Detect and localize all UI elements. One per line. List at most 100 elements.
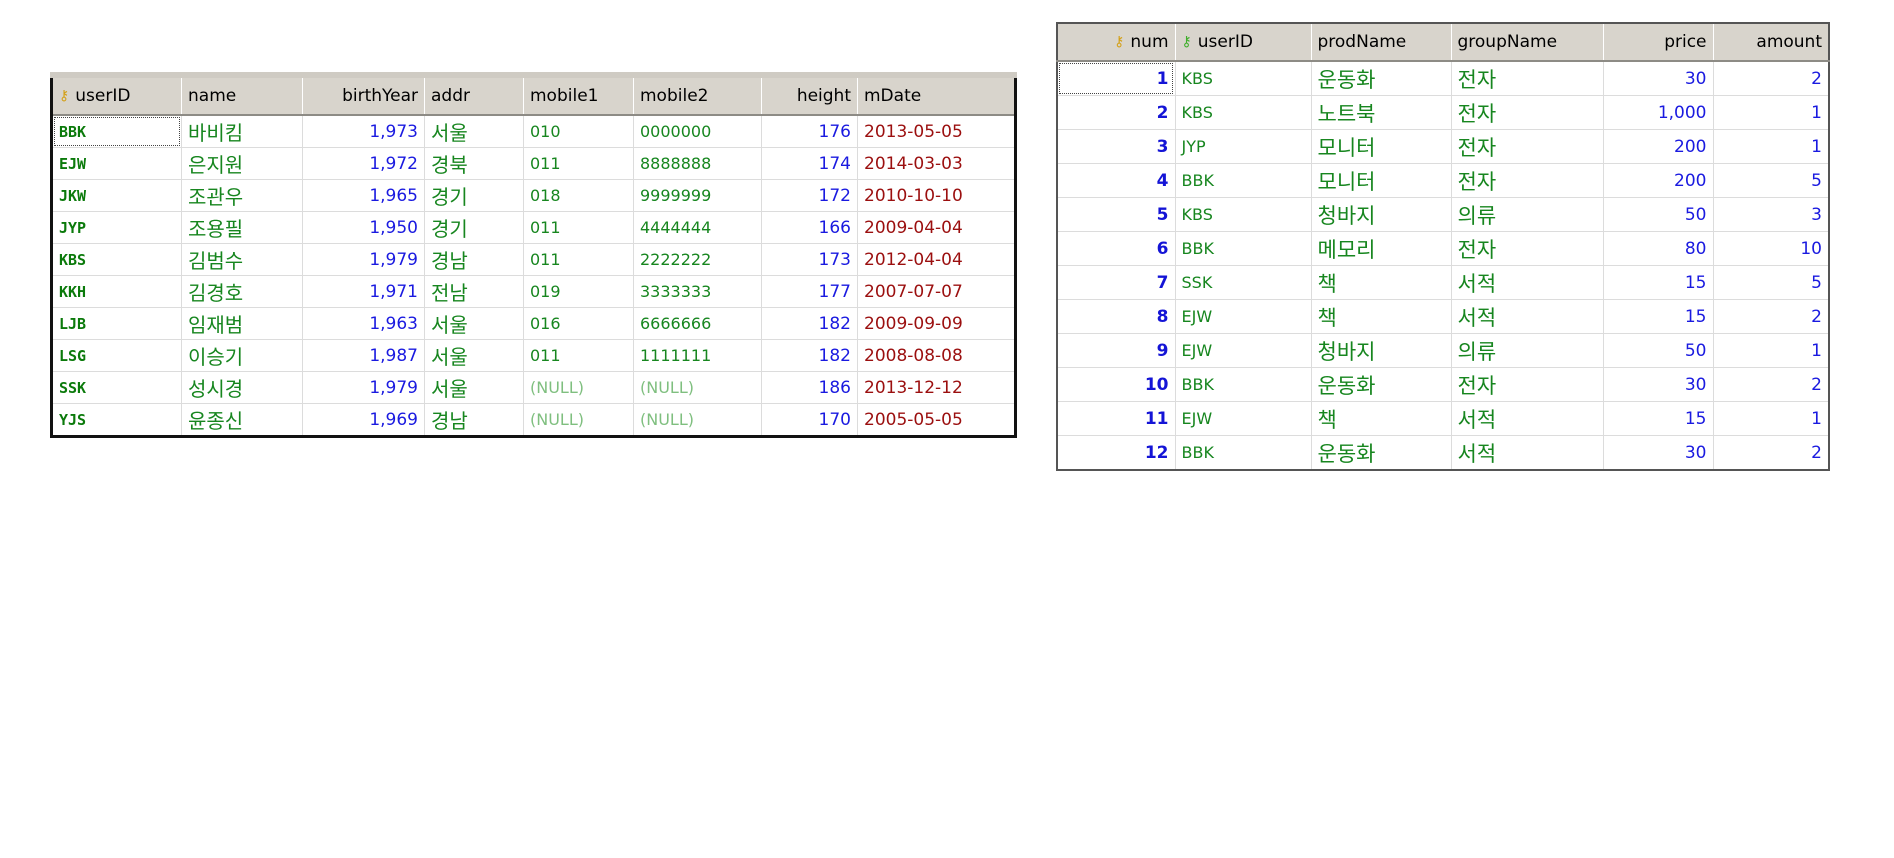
column-header-userid[interactable]: ⚷ userID — [51, 75, 182, 116]
table-row[interactable]: 12 BBK 운동화 서적 30 2 — [1057, 435, 1830, 471]
table-row[interactable]: BBK 바비킴 1,973 서울 010 0000000 176 2013-05-05 — [51, 115, 1016, 148]
table-row[interactable]: 9 EJW 청바지 의류 50 1 — [1057, 333, 1830, 368]
cell-prodname[interactable]: 책 — [1311, 299, 1452, 334]
cell-userid[interactable]: SSK — [1175, 265, 1312, 300]
cell-amount[interactable]: 2 — [1713, 367, 1830, 402]
cell-name[interactable]: 성시경 — [181, 371, 303, 404]
cell-amount[interactable]: 2 — [1713, 299, 1830, 334]
cell-addr[interactable]: 서울 — [424, 339, 524, 372]
cell-mdate[interactable]: 2013-05-05 — [857, 115, 1016, 148]
cell-addr[interactable]: 전남 — [424, 275, 524, 308]
cell-mdate[interactable]: 2007-07-07 — [857, 275, 1016, 308]
cell-userid[interactable]: JYP — [51, 211, 182, 244]
table-row[interactable]: KBS 김범수 1,979 경남 011 2222222 173 2012-04-04 — [51, 243, 1016, 276]
table-row[interactable]: 5 KBS 청바지 의류 50 3 — [1057, 197, 1830, 232]
cell-mobile1[interactable]: 011 — [523, 211, 634, 244]
cell-birthyear[interactable]: 1,950 — [302, 211, 425, 244]
cell-mobile2[interactable]: 4444444 — [633, 211, 762, 244]
cell-num[interactable]: 10 — [1057, 367, 1176, 402]
cell-amount[interactable]: 10 — [1713, 231, 1830, 266]
column-header-userid[interactable]: ⚷ userID — [1174, 23, 1312, 62]
table-row[interactable]: EJW 은지원 1,972 경북 011 8888888 174 2014-03-03 — [51, 147, 1016, 180]
cell-price[interactable]: 30 — [1603, 435, 1714, 471]
cell-mdate[interactable]: 2012-04-04 — [857, 243, 1016, 276]
cell-userid[interactable]: BBK — [1175, 163, 1312, 198]
cell-height[interactable]: 182 — [761, 307, 858, 340]
cell-name[interactable]: 이승기 — [181, 339, 303, 372]
column-header-prodname[interactable]: prodName — [1310, 23, 1452, 62]
cell-price[interactable]: 50 — [1603, 197, 1714, 232]
cell-userid[interactable]: EJW — [51, 147, 182, 180]
table-row[interactable]: 1 KBS 운동화 전자 30 2 — [1057, 61, 1830, 96]
cell-price[interactable]: 1,000 — [1603, 95, 1714, 130]
cell-groupname[interactable]: 의류 — [1451, 197, 1604, 232]
cell-mobile1[interactable]: 019 — [523, 275, 634, 308]
cell-groupname[interactable]: 서적 — [1451, 435, 1604, 471]
cell-price[interactable]: 15 — [1603, 299, 1714, 334]
cell-mdate[interactable]: 2014-03-03 — [857, 147, 1016, 180]
cell-birthyear[interactable]: 1,971 — [302, 275, 425, 308]
cell-amount[interactable]: 1 — [1713, 95, 1830, 130]
cell-height[interactable]: 166 — [761, 211, 858, 244]
cell-birthyear[interactable]: 1,972 — [302, 147, 425, 180]
cell-name[interactable]: 임재범 — [181, 307, 303, 340]
table-row[interactable]: JYP 조용필 1,950 경기 011 4444444 166 2009-04-04 — [51, 211, 1016, 244]
cell-num[interactable]: 12 — [1057, 435, 1176, 471]
cell-prodname[interactable]: 책 — [1311, 265, 1452, 300]
cell-price[interactable]: 15 — [1603, 401, 1714, 436]
cell-name[interactable]: 윤종신 — [181, 403, 303, 437]
cell-price[interactable]: 15 — [1603, 265, 1714, 300]
cell-amount[interactable]: 3 — [1713, 197, 1830, 232]
table-row[interactable]: 6 BBK 메모리 전자 80 10 — [1057, 231, 1830, 266]
cell-amount[interactable]: 2 — [1713, 61, 1830, 96]
column-header-mdate[interactable]: mDate — [857, 75, 1016, 116]
cell-height[interactable]: 186 — [761, 371, 858, 404]
cell-name[interactable]: 김범수 — [181, 243, 303, 276]
cell-userid[interactable]: YJS — [51, 403, 182, 437]
cell-name[interactable]: 조용필 — [181, 211, 303, 244]
cell-price[interactable]: 80 — [1603, 231, 1714, 266]
cell-mdate[interactable]: 2009-09-09 — [857, 307, 1016, 340]
table-row[interactable]: 7 SSK 책 서적 15 5 — [1057, 265, 1830, 300]
cell-prodname[interactable]: 운동화 — [1311, 61, 1452, 96]
table-row[interactable]: SSK 성시경 1,979 서울 (NULL) (NULL) 186 2013-12-12 — [51, 371, 1016, 404]
cell-mobile2[interactable]: 8888888 — [633, 147, 762, 180]
cell-groupname[interactable]: 전자 — [1451, 231, 1604, 266]
cell-prodname[interactable]: 운동화 — [1311, 367, 1452, 402]
cell-name[interactable]: 은지원 — [181, 147, 303, 180]
cell-userid[interactable]: JKW — [51, 179, 182, 212]
cell-prodname[interactable]: 책 — [1311, 401, 1452, 436]
cell-addr[interactable]: 경남 — [424, 403, 524, 437]
cell-height[interactable]: 173 — [761, 243, 858, 276]
table-row[interactable]: 3 JYP 모니터 전자 200 1 — [1057, 129, 1830, 164]
cell-birthyear[interactable]: 1,979 — [302, 243, 425, 276]
cell-price[interactable]: 200 — [1603, 163, 1714, 198]
column-header-height[interactable]: height — [761, 75, 858, 116]
cell-mdate[interactable]: 2005-05-05 — [857, 403, 1016, 437]
cell-groupname[interactable]: 전자 — [1451, 163, 1604, 198]
cell-amount[interactable]: 1 — [1713, 333, 1830, 368]
cell-amount[interactable]: 5 — [1713, 163, 1830, 198]
column-header-amount[interactable]: amount — [1712, 23, 1830, 62]
cell-userid[interactable]: KBS — [1175, 95, 1312, 130]
cell-groupname[interactable]: 전자 — [1451, 61, 1604, 96]
cell-userid[interactable]: KKH — [51, 275, 182, 308]
cell-price[interactable]: 50 — [1603, 333, 1714, 368]
cell-mobile1[interactable]: 016 — [523, 307, 634, 340]
cell-groupname[interactable]: 전자 — [1451, 367, 1604, 402]
cell-mobile2[interactable]: 1111111 — [633, 339, 762, 372]
cell-groupname[interactable]: 의류 — [1451, 333, 1604, 368]
cell-groupname[interactable]: 전자 — [1451, 95, 1604, 130]
cell-mobile1[interactable]: 011 — [523, 243, 634, 276]
table-row[interactable]: 4 BBK 모니터 전자 200 5 — [1057, 163, 1830, 198]
cell-birthyear[interactable]: 1,973 — [302, 115, 425, 148]
cell-userid[interactable]: KBS — [51, 243, 182, 276]
cell-height[interactable]: 174 — [761, 147, 858, 180]
cell-mdate[interactable]: 2010-10-10 — [857, 179, 1016, 212]
table-row[interactable]: 2 KBS 노트북 전자 1,000 1 — [1057, 95, 1830, 130]
cell-name[interactable]: 바비킴 — [181, 115, 303, 148]
column-header-addr[interactable]: addr — [424, 75, 524, 116]
cell-prodname[interactable]: 운동화 — [1311, 435, 1452, 471]
cell-mobile2[interactable]: (NULL) — [633, 371, 762, 404]
cell-height[interactable]: 177 — [761, 275, 858, 308]
